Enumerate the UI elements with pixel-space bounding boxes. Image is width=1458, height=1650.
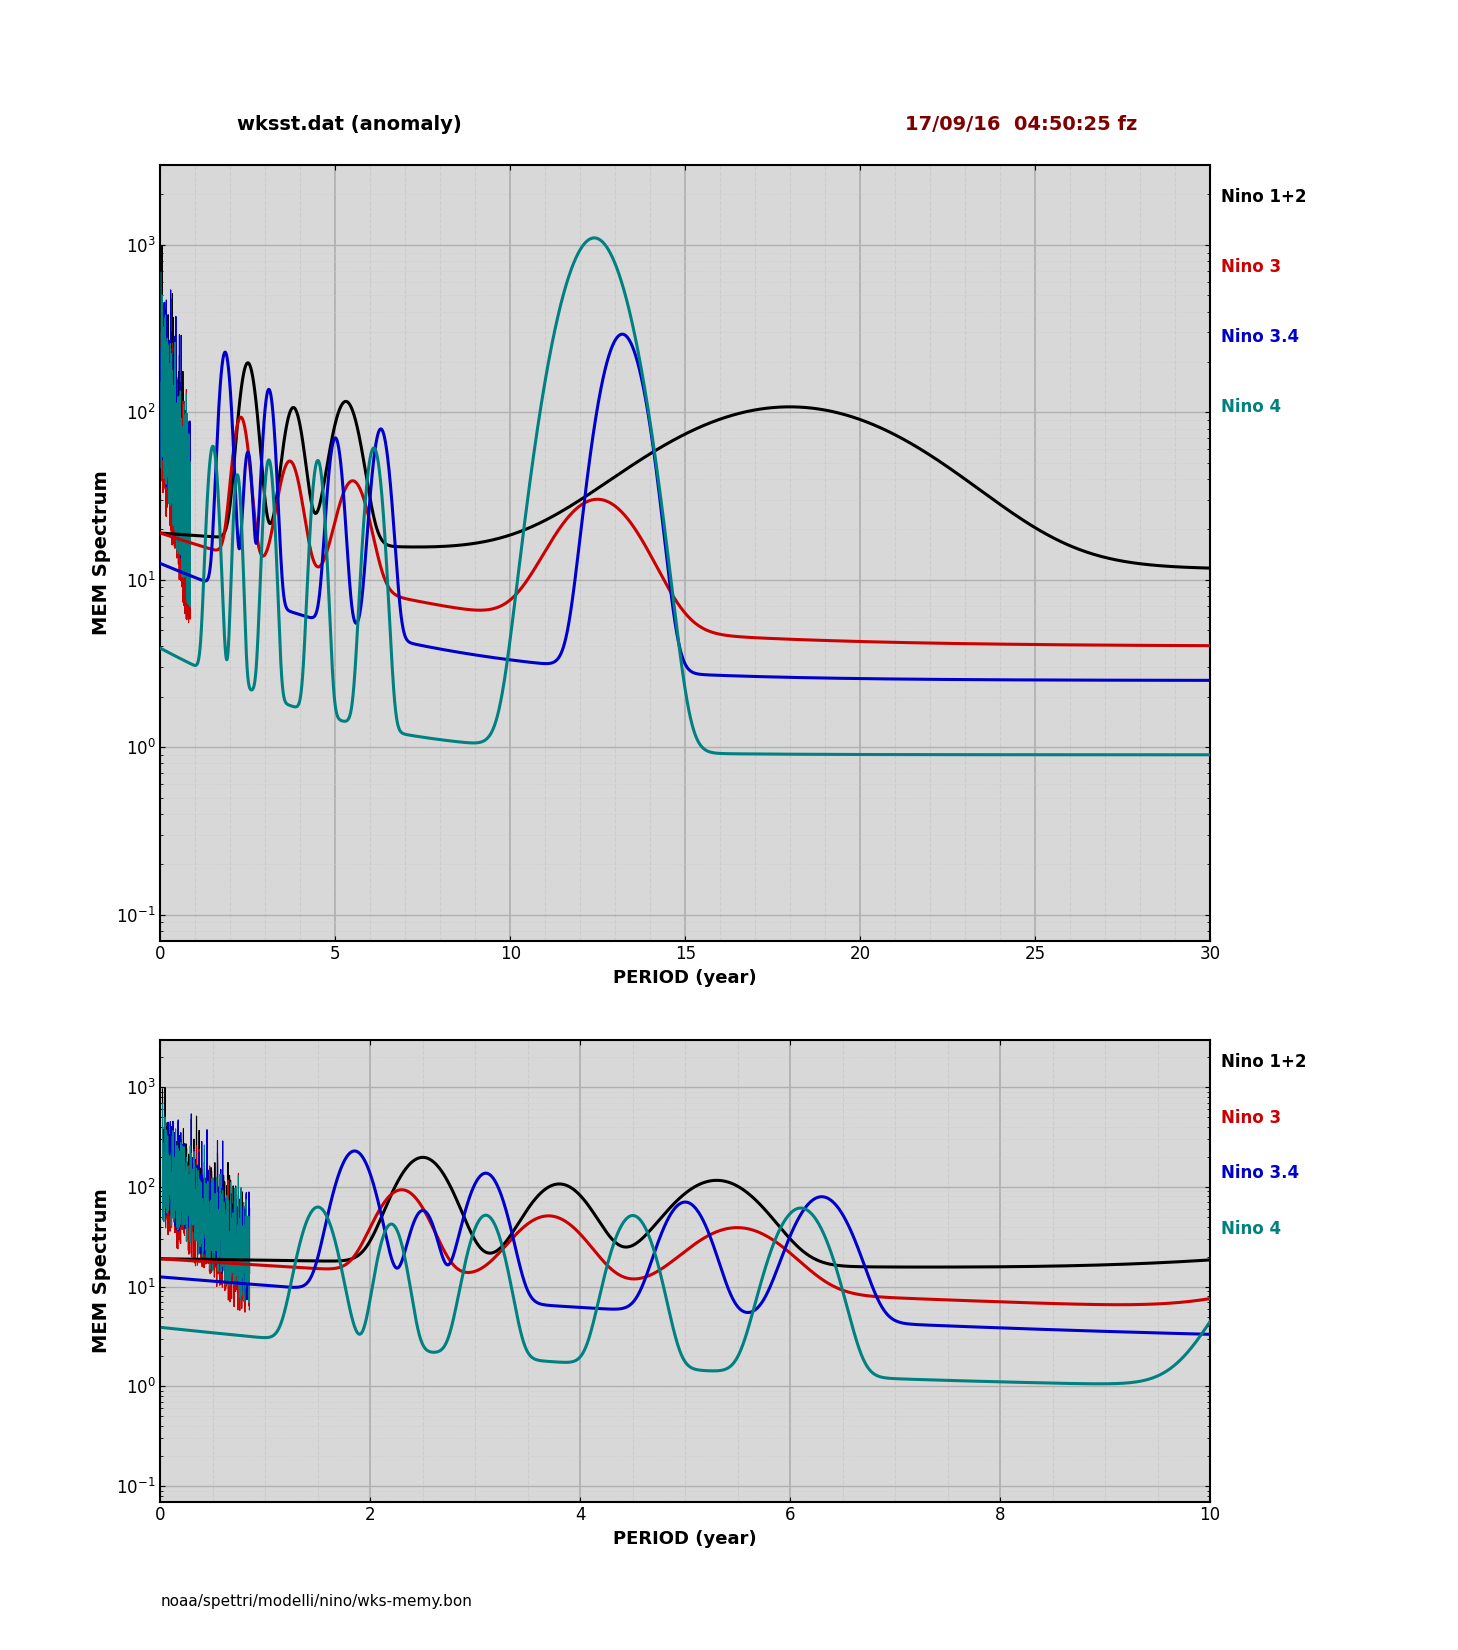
- Text: 17/09/16  04:50:25 fz: 17/09/16 04:50:25 fz: [905, 116, 1137, 134]
- Text: Nino 3: Nino 3: [1220, 257, 1280, 276]
- Text: Nino 4: Nino 4: [1220, 398, 1280, 416]
- X-axis label: PERIOD (year): PERIOD (year): [614, 969, 757, 987]
- Text: Nino 3: Nino 3: [1220, 1109, 1280, 1127]
- Text: Nino 3.4: Nino 3.4: [1220, 328, 1299, 346]
- Text: Nino 1+2: Nino 1+2: [1220, 188, 1306, 206]
- Y-axis label: MEM Spectrum: MEM Spectrum: [92, 1188, 111, 1353]
- Text: Nino 1+2: Nino 1+2: [1220, 1053, 1306, 1071]
- Y-axis label: MEM Spectrum: MEM Spectrum: [92, 470, 111, 635]
- Text: Nino 4: Nino 4: [1220, 1219, 1280, 1238]
- Text: wksst.dat (anomaly): wksst.dat (anomaly): [238, 116, 462, 134]
- Text: Nino 3.4: Nino 3.4: [1220, 1165, 1299, 1183]
- Text: noaa/spettri/modelli/nino/wks-memy.bon: noaa/spettri/modelli/nino/wks-memy.bon: [160, 1594, 472, 1609]
- X-axis label: PERIOD (year): PERIOD (year): [614, 1530, 757, 1548]
